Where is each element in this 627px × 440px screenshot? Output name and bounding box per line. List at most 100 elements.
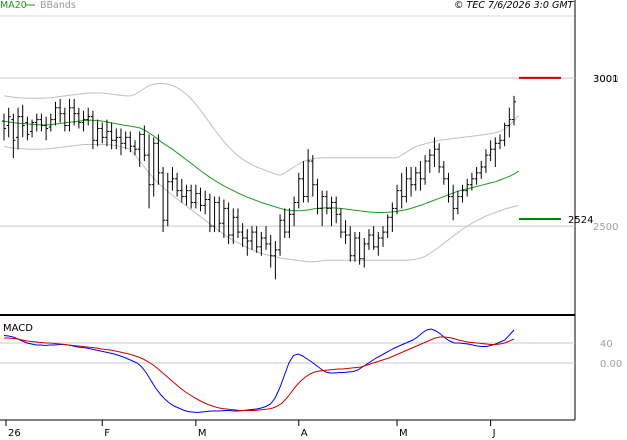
x-axis: 26 F M A M J (5, 420, 496, 439)
ohlc-bar (86, 107, 91, 126)
ohlc-bar (282, 208, 287, 238)
ohlc-bar (133, 140, 138, 156)
ohlc-bar (512, 95, 516, 126)
ohlc-bar (338, 208, 343, 238)
ohlc-bar (81, 110, 86, 132)
ohlc-bar (460, 184, 465, 203)
ohlc-bar (198, 187, 203, 212)
ohlc-bar (95, 119, 100, 147)
ohlc-bar (474, 166, 479, 185)
ohlc-bar (395, 184, 400, 215)
ohlc-bar (156, 134, 161, 185)
resistance-level-label: 3001 (593, 74, 618, 85)
ohlc-bar (34, 113, 39, 132)
ohlc-bar (329, 196, 334, 227)
ohlc-bar (493, 137, 498, 167)
ohlc-bar (479, 161, 484, 179)
legend: MA20 BBands (0, 0, 76, 11)
ohlc-bar (39, 113, 44, 132)
price-tick-label: 2500 (593, 222, 618, 233)
ohlc-bar (137, 131, 142, 167)
ohlc-bar (497, 134, 502, 150)
ohlc-bar (48, 113, 53, 132)
ohlc-bar (399, 172, 404, 209)
ohlc-bar (217, 196, 222, 233)
x-axis-label: J (492, 428, 496, 439)
ohlc-bar (446, 172, 451, 203)
signal-line (4, 336, 515, 411)
ohlc-bar (189, 184, 194, 209)
ohlc-bar (114, 128, 119, 150)
legend-bbands: BBands (40, 0, 76, 11)
ohlc-bar (53, 101, 58, 126)
x-axis-label: M (198, 428, 207, 439)
ohlc-bar (455, 190, 460, 215)
ohlc-bar (413, 166, 418, 191)
ohlc-bar (30, 119, 35, 138)
ohlc-bar (165, 172, 170, 227)
ohlc-bar (320, 190, 325, 227)
x-axis-label: A (301, 428, 308, 439)
ohlc-bar (16, 107, 21, 150)
ohlc-bar (488, 140, 493, 162)
support-level-label: 2524 (568, 215, 593, 226)
ohlc-bar (287, 208, 292, 238)
ohlc-bar (483, 149, 488, 173)
macd-line (3, 328, 515, 414)
ohlc-bar (502, 122, 507, 147)
ohlc-bar (193, 184, 198, 209)
macd-tick-label: 0.00 (600, 359, 622, 370)
ohlc-bar (376, 232, 381, 256)
ohlc-bar (67, 98, 72, 132)
ohlc-bar (179, 178, 184, 203)
ohlc-bar (371, 226, 376, 250)
ohlc-bar (235, 208, 240, 238)
ohlc-bar (437, 143, 442, 173)
ohlc-bar (292, 196, 297, 227)
ohlc-bar (306, 149, 311, 203)
copyright: © TEC 7/6/2026 3:0 GMT (454, 0, 575, 11)
ohlc-bar (11, 113, 16, 159)
macd-tick-label: 40 (600, 339, 613, 350)
ohlc-bar (90, 110, 95, 150)
ohlc-bar (273, 240, 278, 280)
ohlc-bar (6, 107, 11, 138)
ohlc-bar (147, 134, 152, 209)
ohlc-bar (245, 229, 250, 256)
ohlc-bar (264, 226, 269, 250)
ohlc-bar (207, 193, 212, 233)
ohlc-bar (380, 226, 385, 247)
ohlc-bar (2, 113, 6, 141)
ohlc-bar (352, 232, 357, 262)
ohlc-bar (418, 161, 423, 191)
ohlc-bar (240, 223, 245, 247)
ohlc-bar (20, 104, 25, 138)
ohlc-bar (118, 128, 123, 156)
ohlc-bar (404, 166, 409, 203)
ohlc-bar (123, 131, 128, 150)
ohlc-bar (343, 220, 348, 244)
ohlc-bar (451, 184, 456, 221)
ohlc-bar (231, 208, 236, 244)
ohlc-bar (423, 155, 428, 185)
ohlc-bar (362, 238, 367, 268)
ohlc-bar (259, 232, 264, 256)
ohlc-bar (278, 214, 283, 256)
ohlc-bar (409, 166, 414, 197)
ohlc-bar (184, 184, 189, 206)
ohlc-bar (324, 190, 329, 215)
ohlc-bar (170, 166, 175, 191)
ohlc-bar (385, 214, 390, 238)
ohlc-bar (72, 98, 77, 126)
x-axis-label: 26 (8, 428, 21, 439)
ohlc-bar (76, 107, 81, 129)
price-tick-label: 3000 (593, 74, 618, 85)
macd-title: MACD (3, 323, 33, 334)
ohlc-bar (109, 122, 114, 150)
x-axis-label: M (399, 428, 408, 439)
ohlc-bar (268, 235, 273, 268)
ohlc-bar (100, 122, 105, 144)
ohlc-bar (441, 161, 446, 185)
ohlc-bar (315, 178, 320, 215)
ohlc-bar (301, 161, 306, 203)
